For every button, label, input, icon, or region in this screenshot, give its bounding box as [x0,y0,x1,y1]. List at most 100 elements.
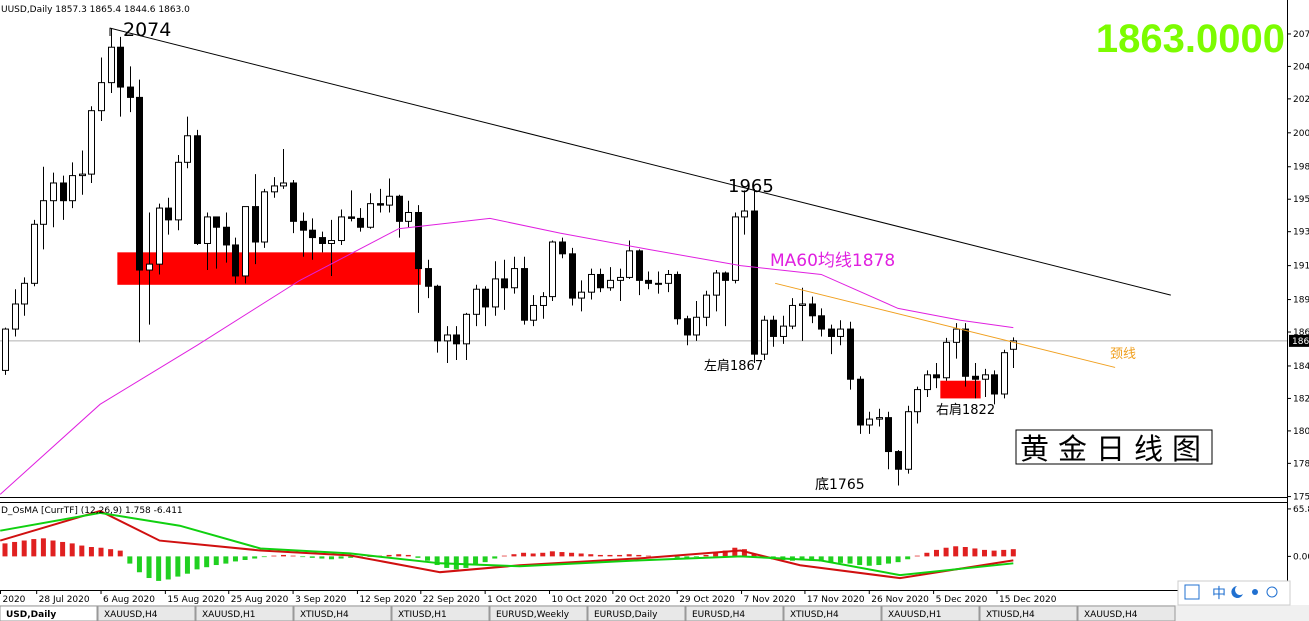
tab-label[interactable]: XAUUSD,H4 [1084,610,1138,620]
histogram-bar [2,543,8,557]
candle-body [780,325,787,337]
price-tag: 186 [1292,337,1309,347]
tab[interactable] [293,605,392,621]
histogram-bar [271,555,277,557]
tab[interactable] [979,605,1078,621]
histogram-bar [21,540,27,557]
candle-body [184,135,191,163]
candle-body [924,374,931,391]
histogram-bar [252,556,258,559]
candle-body [703,294,710,318]
histogram-bar [722,550,728,557]
histogram-bar [924,552,930,557]
candle-body [415,211,422,270]
candle-body [146,263,153,271]
histogram-bar [60,541,66,557]
tab-label[interactable]: XAUUSD,H1 [888,610,942,620]
candle-body [175,161,182,221]
tab[interactable] [391,605,490,621]
candle-body [21,282,28,305]
tab[interactable] [881,605,980,621]
histogram-bar [175,556,181,577]
histogram-bar [885,556,891,564]
histogram-bar [463,556,469,568]
tab[interactable] [0,605,98,621]
tab-label[interactable]: XAUUSD,H1 [202,610,256,620]
candle-body [319,237,326,244]
toolbar-lang[interactable]: 中 [1212,586,1226,602]
tab-label[interactable]: XTIUSD,H4 [986,610,1035,620]
candle-body [213,216,220,228]
tab[interactable] [783,605,882,621]
histogram-bar [280,554,286,557]
zone [940,380,981,399]
icon[interactable] [1184,584,1200,600]
candle-body [50,182,57,202]
candle-body [588,273,595,293]
candle-body [31,223,38,284]
tab[interactable] [1077,605,1176,621]
candle-body [799,303,806,306]
tab-label[interactable]: EURUSD,Daily [594,610,658,620]
histogram-bar [943,547,949,557]
icon[interactable] [1266,586,1278,598]
candle-body [741,210,748,218]
histogram-bar [232,556,238,562]
candle-body [1001,352,1008,395]
tab[interactable] [489,605,588,621]
tab[interactable] [97,605,196,621]
candle-body [828,328,835,337]
x-tick-label: 1 Oct 2020 [487,595,537,605]
annotation-box [1015,429,1213,465]
x-tick-label: 10 Oct 2020 [551,595,607,605]
candle-body [492,278,499,308]
histogram-bar [905,556,911,560]
tab-label[interactable]: XTIUSD,H4 [790,610,839,620]
tab[interactable] [587,605,686,621]
icon[interactable] [1252,589,1258,595]
histogram-bar [559,552,565,557]
tab-label[interactable]: XTIUSD,H4 [300,610,349,620]
annotation: 2074 [123,19,171,41]
tab-label[interactable]: EURUSD,Weekly [496,610,570,620]
histogram-bar [866,556,872,566]
histogram-bar [962,547,968,557]
histogram-bar [501,555,507,557]
x-tick-label: 3 Sep 2020 [295,595,347,605]
candle-body [943,341,950,379]
x-tick-label: 28 Jul 2020 [39,595,90,605]
toolbar [1177,580,1291,606]
candle-body [127,86,134,98]
tab-label[interactable]: XTIUSD,H1 [398,610,447,620]
histogram-bar [415,556,421,558]
tab-label[interactable]: USD,Daily [6,610,56,620]
x-tick-label: 15 Aug 2020 [167,595,225,605]
histogram-bar [713,552,719,557]
tab-label[interactable]: EURUSD,H4 [692,610,745,620]
annotation: 底1765 [815,477,865,493]
candle-body [645,279,652,284]
histogram-bar [799,556,805,560]
histogram-bar [12,541,18,557]
candle-body [809,303,816,317]
annotation: 黄金日线图 [1020,432,1210,466]
y-tick-label: 178 [1293,459,1309,469]
icon[interactable] [1231,586,1243,598]
histogram-bar [578,553,584,557]
candle-body [338,216,345,242]
candle-body [597,273,604,289]
tab[interactable] [685,605,784,621]
histogram-bar [348,556,354,558]
candle-body [761,319,768,355]
candle-body [693,316,700,336]
histogram-bar [88,547,94,557]
y-tick-label: 65.8 [1293,505,1309,515]
tab-label[interactable]: XAUUSD,H4 [104,610,158,620]
candle-body [98,82,105,112]
histogram-bar [751,553,757,557]
tab[interactable] [195,605,294,621]
candle-body [300,220,307,231]
annotation: 右肩1822 [936,402,995,418]
candle-body [521,268,528,321]
